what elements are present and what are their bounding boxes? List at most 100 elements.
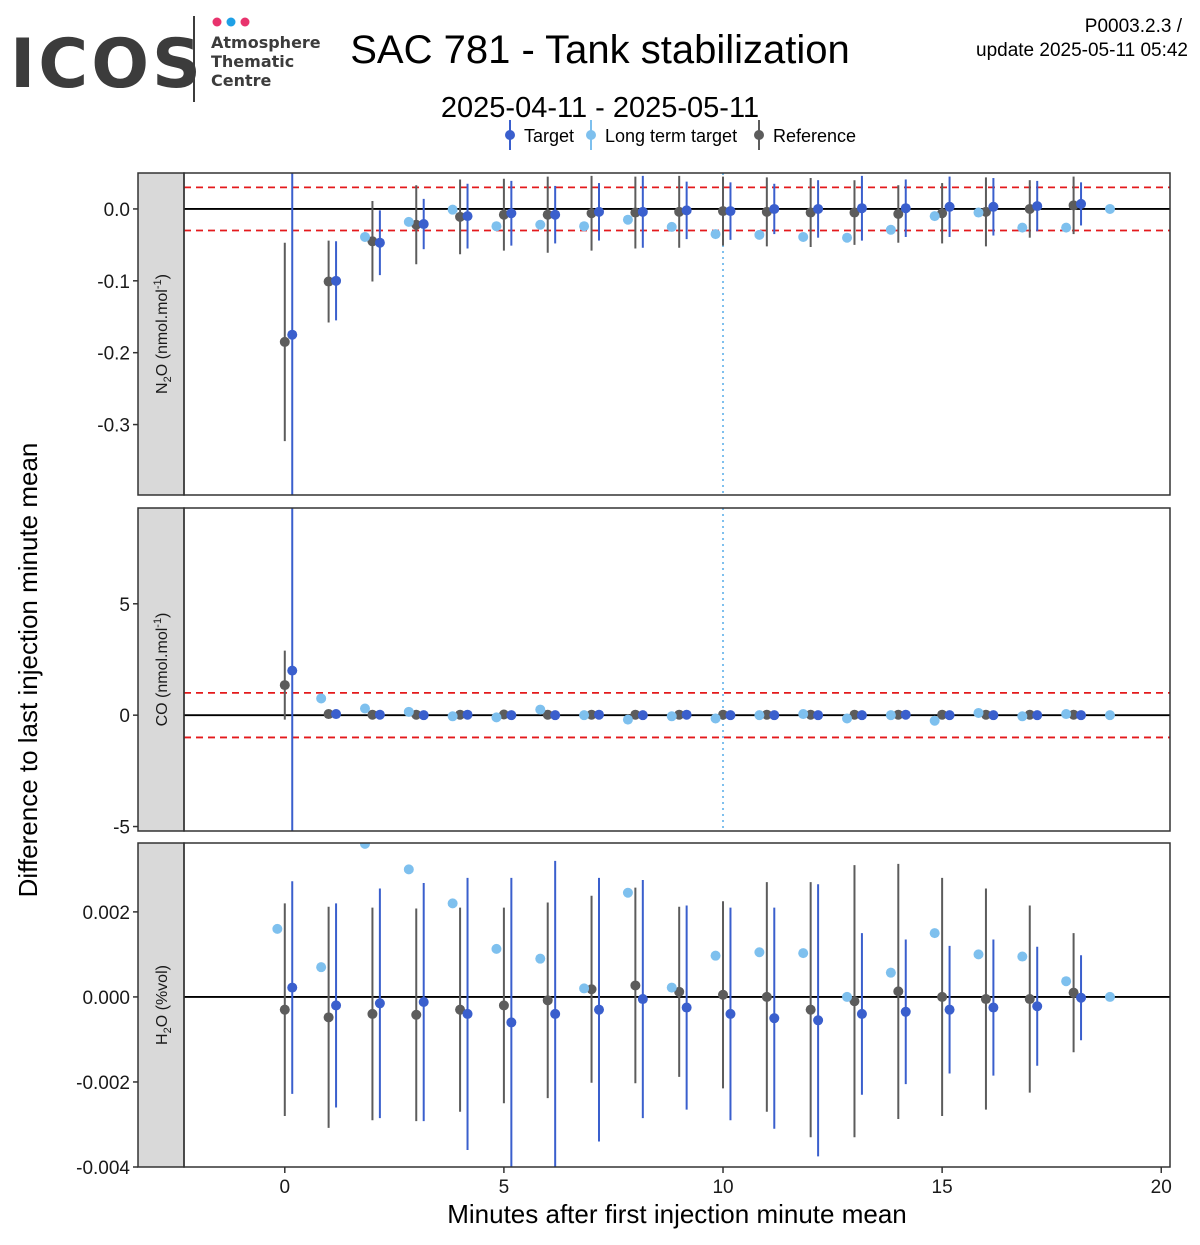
point-ltt-n2o [1104,203,1115,214]
point-ref-co [586,709,597,720]
legend-ref-label: Reference [773,126,856,146]
point-ref-n2o [1068,200,1079,211]
point-target-n2o [813,203,824,214]
point-target-h2o [593,1004,604,1015]
point-target-h2o [988,1002,999,1013]
point-target-h2o [331,1000,342,1011]
point-ltt-n2o [842,232,853,243]
point-ref-co [937,709,948,720]
point-ref-h2o [323,1012,334,1023]
point-ltt-co [973,707,984,718]
strip-h2o [137,842,185,1168]
point-ltt-h2o [316,962,327,973]
point-ltt-n2o [666,221,677,232]
x-tick-label: 10 [712,1177,733,1198]
point-ltt-co [491,712,502,723]
y-tick-label-n2o: -0.1 [97,272,130,293]
point-ltt-h2o [710,950,721,961]
icos-logo: ICOS Atmosphere Thematic Centre [10,16,321,104]
strip-co [137,507,185,832]
logo-sub-1: Atmosphere [211,33,321,52]
point-ref-co [455,709,466,720]
point-ref-n2o [980,206,991,217]
point-ltt-n2o [359,231,370,242]
point-ref-co [323,709,334,720]
point-ltt-co [929,715,940,726]
point-ltt-co [316,693,327,704]
point-ref-n2o [542,209,553,220]
point-ref-co [630,709,641,720]
point-ltt-co [1104,710,1115,721]
point-ref-co [718,709,729,720]
point-ltt-n2o [622,214,633,225]
logo-dot-3 [240,17,250,27]
logo-text: ICOS [10,25,204,104]
point-ltt-n2o [973,207,984,218]
point-ltt-h2o [1017,951,1028,962]
point-ref-co [805,709,816,720]
point-ref-h2o [279,1004,290,1015]
point-ltt-n2o [798,231,809,242]
point-ref-n2o [718,206,729,217]
point-target-h2o [1032,1001,1043,1012]
point-ref-n2o [279,336,290,347]
point-target-co [769,710,780,721]
strip-label-h2o: H2O (%vol) [154,965,174,1045]
point-ref-h2o [1068,987,1079,998]
point-target-n2o [988,201,999,212]
point-ref-co [1068,709,1079,720]
legend-ref-dot [754,130,764,140]
y-tick-label-n2o: -0.3 [97,416,130,437]
x-tick-label: 5 [499,1177,510,1198]
point-ltt-h2o [491,943,502,954]
series-ltt-co [316,693,1115,726]
point-ref-co [674,709,685,720]
panels: N2O (nmol.mol-1) 0.0 -0.1 -0.2 -0.3 CO (nmol.… [76,172,1171,1179]
point-ltt-h2o [447,898,458,909]
point-ltt-h2o [1104,991,1115,1002]
point-ref-h2o [674,986,685,997]
point-target-co [550,710,561,721]
point-target-co [900,709,911,720]
point-target-co [374,709,385,720]
point-ltt-h2o [754,947,765,958]
point-target-co [856,710,867,721]
logo-dot-2 [226,17,236,27]
point-ltt-co [1061,709,1072,720]
y-tick-label-h2o: 0.002 [82,903,130,924]
point-ref-co [893,709,904,720]
point-ltt-n2o [754,229,765,240]
point-ltt-h2o [973,949,984,960]
series-ltt-n2o [359,203,1115,243]
point-target-n2o [331,275,342,286]
point-ref-n2o [805,207,816,218]
point-ref-h2o [805,1004,816,1015]
point-ltt-n2o [710,229,721,240]
point-target-h2o [944,1004,955,1015]
point-ltt-n2o [447,204,458,215]
legend-item-target: Target [505,120,574,150]
logo-sub-3: Centre [211,71,272,90]
point-ref-h2o [761,991,772,1002]
point-target-co [462,709,473,720]
point-ref-h2o [586,984,597,995]
chart-subtitle: 2025-04-11 - 2025-05-11 [441,92,759,124]
point-ltt-h2o [579,983,590,994]
y-tick-label-co: -5 [113,818,130,839]
point-ltt-h2o [403,864,414,875]
point-ref-n2o [367,236,378,247]
point-target-co [813,710,824,721]
point-ref-h2o [1024,994,1035,1005]
point-ref-h2o [411,1009,422,1020]
x-axis-label: Minutes after first injection minute mea… [447,1199,907,1229]
point-ref-h2o [980,994,991,1005]
point-ref-h2o [367,1008,378,1019]
point-ltt-h2o [885,967,896,978]
point-target-n2o [1032,201,1043,212]
legend-ltt-label: Long term target [605,126,737,146]
point-ref-co [542,709,553,720]
point-ref-co [980,709,991,720]
version-label: P0003.2.3 / [1085,16,1183,37]
point-ltt-h2o [1061,976,1072,987]
